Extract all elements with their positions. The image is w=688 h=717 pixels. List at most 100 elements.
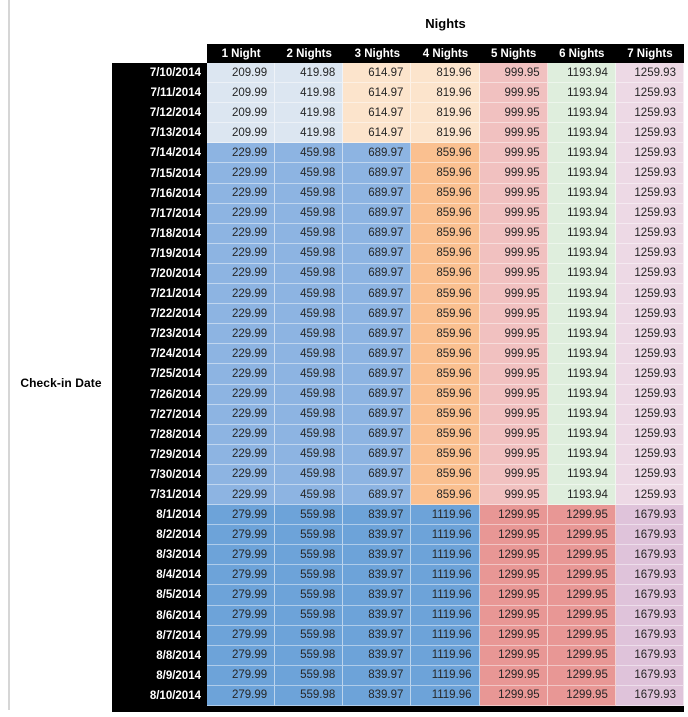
price-cell: 1679.93 bbox=[615, 665, 684, 686]
price-cell: 1193.94 bbox=[547, 163, 616, 184]
price-cell: 689.97 bbox=[343, 444, 412, 465]
price-cell: 459.98 bbox=[275, 284, 344, 305]
price-cell: 999.95 bbox=[479, 344, 548, 365]
price-cell: 459.98 bbox=[275, 203, 344, 224]
table-row: 7/28/2014 229.99 459.98 689.97 859.96 999.95 1… bbox=[112, 424, 684, 445]
price-cell: 229.99 bbox=[207, 444, 276, 465]
price-cell: 1259.93 bbox=[615, 344, 684, 365]
price-cell: 689.97 bbox=[343, 163, 412, 184]
price-cell: 1193.94 bbox=[547, 444, 616, 465]
price-cell: 859.96 bbox=[411, 324, 480, 345]
price-cell: 229.99 bbox=[207, 203, 276, 224]
price-cell: 689.97 bbox=[343, 344, 412, 365]
price-cell: 689.97 bbox=[343, 304, 412, 325]
price-cell: 229.99 bbox=[207, 284, 276, 305]
price-cell: 1259.93 bbox=[615, 304, 684, 325]
price-cell: 559.98 bbox=[275, 505, 344, 526]
price-cell: 839.97 bbox=[343, 565, 412, 586]
price-cell: 1299.95 bbox=[479, 645, 548, 666]
price-cell: 1193.94 bbox=[547, 243, 616, 264]
price-cell: 1119.96 bbox=[411, 645, 480, 666]
table-row: 7/24/2014 229.99 459.98 689.97 859.96 999.95 1… bbox=[112, 344, 684, 365]
price-cell: 229.99 bbox=[207, 364, 276, 385]
column-header: 1 Night bbox=[221, 47, 261, 60]
price-cell: 1679.93 bbox=[615, 685, 684, 706]
price-cell: 1259.93 bbox=[615, 404, 684, 425]
price-cell: 209.99 bbox=[207, 63, 276, 84]
nights-axis-title: Nights bbox=[425, 16, 466, 31]
price-cell: 1299.95 bbox=[479, 505, 548, 526]
checkin-date-cell: 7/28/2014 bbox=[112, 424, 207, 445]
price-cell: 279.99 bbox=[207, 665, 276, 686]
price-cell: 1679.93 bbox=[615, 525, 684, 546]
price-cell: 229.99 bbox=[207, 143, 276, 164]
price-cell: 459.98 bbox=[275, 223, 344, 244]
price-cell: 1119.96 bbox=[411, 525, 480, 546]
price-cell: 859.96 bbox=[411, 203, 480, 224]
price-cell: 559.98 bbox=[275, 605, 344, 626]
price-cell: 1259.93 bbox=[615, 203, 684, 224]
price-cell: 1193.94 bbox=[547, 364, 616, 385]
table-row: 8/7/2014 279.99 559.98 839.97 1119.96 1299.95… bbox=[112, 625, 684, 646]
price-cell: 839.97 bbox=[343, 685, 412, 706]
price-cell: 1259.93 bbox=[615, 484, 684, 506]
price-cell: 1299.95 bbox=[479, 625, 548, 646]
price-cell: 999.95 bbox=[479, 103, 548, 124]
price-cell: 229.99 bbox=[207, 344, 276, 365]
price-cell: 839.97 bbox=[343, 605, 412, 626]
price-cell: 1259.93 bbox=[615, 464, 684, 485]
table-row: 7/19/2014 229.99 459.98 689.97 859.96 999.95 1… bbox=[112, 243, 684, 264]
price-cell: 859.96 bbox=[411, 364, 480, 385]
price-cell: 1119.96 bbox=[411, 685, 480, 706]
price-cell: 839.97 bbox=[343, 645, 412, 666]
price-cell: 1679.93 bbox=[615, 565, 684, 586]
price-cell: 559.98 bbox=[275, 565, 344, 586]
table-bottom-border bbox=[112, 705, 684, 712]
table-row: 7/22/2014 229.99 459.98 689.97 859.96 999.95 1… bbox=[112, 304, 684, 325]
checkin-date-cell: 7/26/2014 bbox=[112, 384, 207, 405]
price-cell: 999.95 bbox=[479, 183, 548, 204]
checkin-date-axis-label: Check-in Date bbox=[20, 376, 102, 390]
price-cell: 459.98 bbox=[275, 183, 344, 204]
price-cell: 229.99 bbox=[207, 464, 276, 485]
price-cell: 1259.93 bbox=[615, 123, 684, 144]
table-row: 8/4/2014 279.99 559.98 839.97 1119.96 1299.95… bbox=[112, 565, 684, 586]
checkin-date-cell: 7/23/2014 bbox=[112, 324, 207, 345]
price-cell: 689.97 bbox=[343, 223, 412, 244]
price-cell: 229.99 bbox=[207, 223, 276, 244]
price-cell: 419.98 bbox=[275, 63, 344, 84]
price-cell: 1119.96 bbox=[411, 625, 480, 646]
price-cell: 689.97 bbox=[343, 284, 412, 305]
price-cell: 1193.94 bbox=[547, 83, 616, 104]
checkin-date-cell: 7/20/2014 bbox=[112, 263, 207, 285]
price-cell: 839.97 bbox=[343, 625, 412, 646]
checkin-date-cell: 8/2/2014 bbox=[112, 525, 207, 546]
price-cell: 1193.94 bbox=[547, 203, 616, 224]
checkin-date-cell: 7/17/2014 bbox=[112, 203, 207, 224]
checkin-date-cell: 7/29/2014 bbox=[112, 444, 207, 465]
column-header: 5 Nights bbox=[490, 47, 537, 60]
price-cell: 279.99 bbox=[207, 685, 276, 706]
price-cell: 1679.93 bbox=[615, 585, 684, 606]
table-row: 7/14/2014 229.99 459.98 689.97 859.96 999.95 1… bbox=[112, 143, 684, 164]
price-cell: 999.95 bbox=[479, 364, 548, 385]
price-cell: 689.97 bbox=[343, 384, 412, 405]
column-header-row: 1 Night 2 Nights 3 Nights 4 Nights 5 Nights 6… bbox=[207, 44, 684, 63]
price-cell: 1259.93 bbox=[615, 83, 684, 104]
price-cell: 614.97 bbox=[343, 63, 412, 84]
price-cell: 999.95 bbox=[479, 444, 548, 465]
table-row: 7/26/2014 229.99 459.98 689.97 859.96 999.95 1… bbox=[112, 384, 684, 405]
price-cell: 279.99 bbox=[207, 545, 276, 566]
price-cell: 999.95 bbox=[479, 63, 548, 84]
price-cell: 279.99 bbox=[207, 505, 276, 526]
price-cell: 229.99 bbox=[207, 163, 276, 184]
table-row: 8/8/2014 279.99 559.98 839.97 1119.96 1299.95… bbox=[112, 645, 684, 666]
price-cell: 1259.93 bbox=[615, 63, 684, 84]
price-cell: 229.99 bbox=[207, 384, 276, 405]
checkin-date-cell: 7/16/2014 bbox=[112, 183, 207, 204]
checkin-date-cell: 8/4/2014 bbox=[112, 565, 207, 586]
price-cell: 1299.95 bbox=[479, 565, 548, 586]
left-gutter-line bbox=[8, 0, 10, 710]
price-cell: 1119.96 bbox=[411, 585, 480, 606]
checkin-date-cell: 7/22/2014 bbox=[112, 304, 207, 325]
